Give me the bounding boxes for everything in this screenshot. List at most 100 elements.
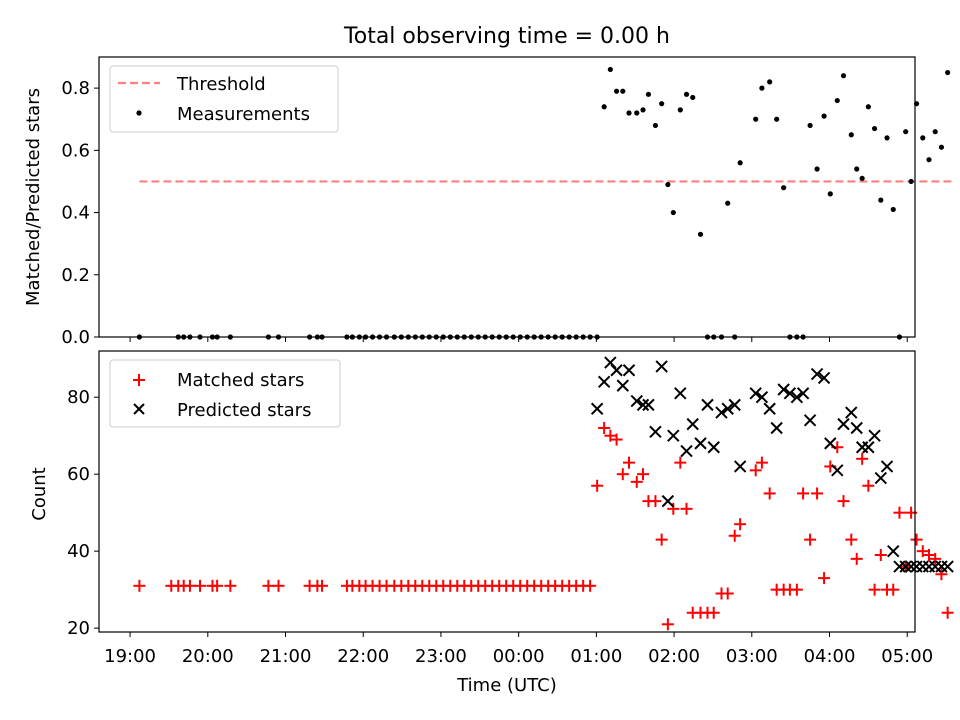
measurement-point <box>697 231 704 237</box>
measurement-point <box>607 66 613 73</box>
bottom-ytick-label: 20 <box>67 618 90 639</box>
bottom-legend: Matched stars Predicted stars <box>109 359 341 428</box>
matched-star-point <box>856 452 869 465</box>
predicted-star-point <box>749 387 762 400</box>
predicted-star-point <box>796 387 810 400</box>
matched-star-point <box>868 583 881 596</box>
predicted-star-point <box>763 402 776 415</box>
bottom-xticks: 19:00 20:00 21:00 22:00 23:00 00:00 01:00 02:00… <box>104 632 960 667</box>
measurement-point <box>926 157 932 163</box>
matched-star-point <box>661 618 674 631</box>
matched-star-point <box>667 502 680 515</box>
predicted-star-point <box>597 375 611 389</box>
predicted-star-point <box>636 398 650 412</box>
matched-star-point <box>584 579 597 592</box>
measurement-point <box>878 197 884 203</box>
measurement-point <box>753 116 759 122</box>
matched-star-point <box>680 502 693 515</box>
matched-star-point <box>811 487 824 500</box>
matched-star-point <box>728 529 741 542</box>
matched-star-point <box>797 487 810 500</box>
predicted-star-point <box>810 367 824 381</box>
bottom-yticks: 20 40 60 80 <box>67 387 99 639</box>
matched-star-point <box>598 421 611 434</box>
measurement-point <box>848 132 854 138</box>
matched-star-point <box>893 506 906 519</box>
top-legend: Threshold Measurements <box>109 65 339 133</box>
threshold-legend-label: Threshold <box>176 74 266 95</box>
matched-star-point <box>262 579 275 592</box>
measurement-point <box>854 166 860 172</box>
measurement-point <box>840 73 847 79</box>
top-ytick-label: 0.6 <box>61 140 90 161</box>
top-ytick-label: 0.4 <box>61 203 90 224</box>
measurement-point <box>781 185 787 191</box>
matched-star-point <box>224 579 237 592</box>
x-tick-label: 20:00 <box>182 646 234 667</box>
predicted-star-point <box>880 460 894 473</box>
bottom-ytick-label: 60 <box>67 464 90 485</box>
measurement-point <box>890 206 896 213</box>
predicted-star-point <box>783 387 797 400</box>
predicted-star-point <box>604 356 617 369</box>
predicted-star-point <box>610 364 623 377</box>
measurement-point <box>834 97 840 104</box>
predicted-star-point <box>790 390 804 404</box>
predicted-star-point <box>715 406 728 419</box>
predicted-star-point <box>721 402 734 415</box>
x-tick-label: 05:00 <box>881 646 933 667</box>
predicted-star-point <box>887 544 900 558</box>
matched-star-point <box>818 572 831 585</box>
predicted-star-point <box>649 425 662 439</box>
predicted-star-point <box>733 460 747 473</box>
predicted-stars-points <box>590 356 954 573</box>
measurement-point <box>859 175 865 181</box>
predicted-star-point <box>630 394 643 408</box>
x-tick-label: 04:00 <box>804 646 856 667</box>
matched-star-point <box>637 468 649 481</box>
matched-star-point <box>755 456 768 469</box>
matched-star-point <box>749 464 762 477</box>
measurement-point <box>640 107 646 113</box>
predicted-star-point <box>868 429 881 442</box>
predicted-star-point <box>728 398 741 412</box>
matched-star-point <box>604 429 617 442</box>
matched-star-point <box>887 583 900 596</box>
predicted-star-point <box>817 371 831 385</box>
measurement-point <box>871 125 878 132</box>
measurement-point <box>690 94 696 101</box>
measurement-point <box>652 122 659 129</box>
measurement-point <box>626 110 632 116</box>
matched-star-point <box>862 479 875 492</box>
matched-star-point <box>707 606 720 619</box>
predicted-star-point <box>661 494 675 508</box>
matched-star-point <box>874 549 887 562</box>
predicted-star-point <box>824 437 837 450</box>
measurement-point <box>683 91 690 97</box>
top-legend-box <box>109 65 339 133</box>
measurement-point <box>774 116 780 122</box>
measurement-point <box>903 129 909 135</box>
top-ytick-label: 0.2 <box>61 265 90 286</box>
predicted-star-point <box>910 560 923 573</box>
measurement-point <box>945 69 951 76</box>
measurement-point <box>613 88 620 94</box>
matched-star-point <box>837 495 850 508</box>
measurement-point <box>767 79 773 85</box>
measurement-point <box>814 166 820 172</box>
measurement-point <box>938 144 945 150</box>
top-panel: 0.00.20.40.60.8 Matched/Predicted stars … <box>23 56 953 348</box>
measurement-point <box>920 135 926 141</box>
measurement-point <box>725 200 731 206</box>
matched-star-point <box>674 456 687 469</box>
predicted-star-point <box>777 383 790 396</box>
matched-legend-swatch <box>133 374 145 386</box>
predicted-star-point <box>686 417 699 431</box>
bottom-legend-box <box>109 359 341 428</box>
measurement-point <box>677 107 683 113</box>
predicted-legend-label: Predicted stars <box>177 400 311 421</box>
matched-star-point <box>194 579 207 592</box>
matched-star-point <box>929 552 942 565</box>
x-tick-label: 19:00 <box>104 646 156 667</box>
bottom-ytick-label: 80 <box>67 387 90 408</box>
